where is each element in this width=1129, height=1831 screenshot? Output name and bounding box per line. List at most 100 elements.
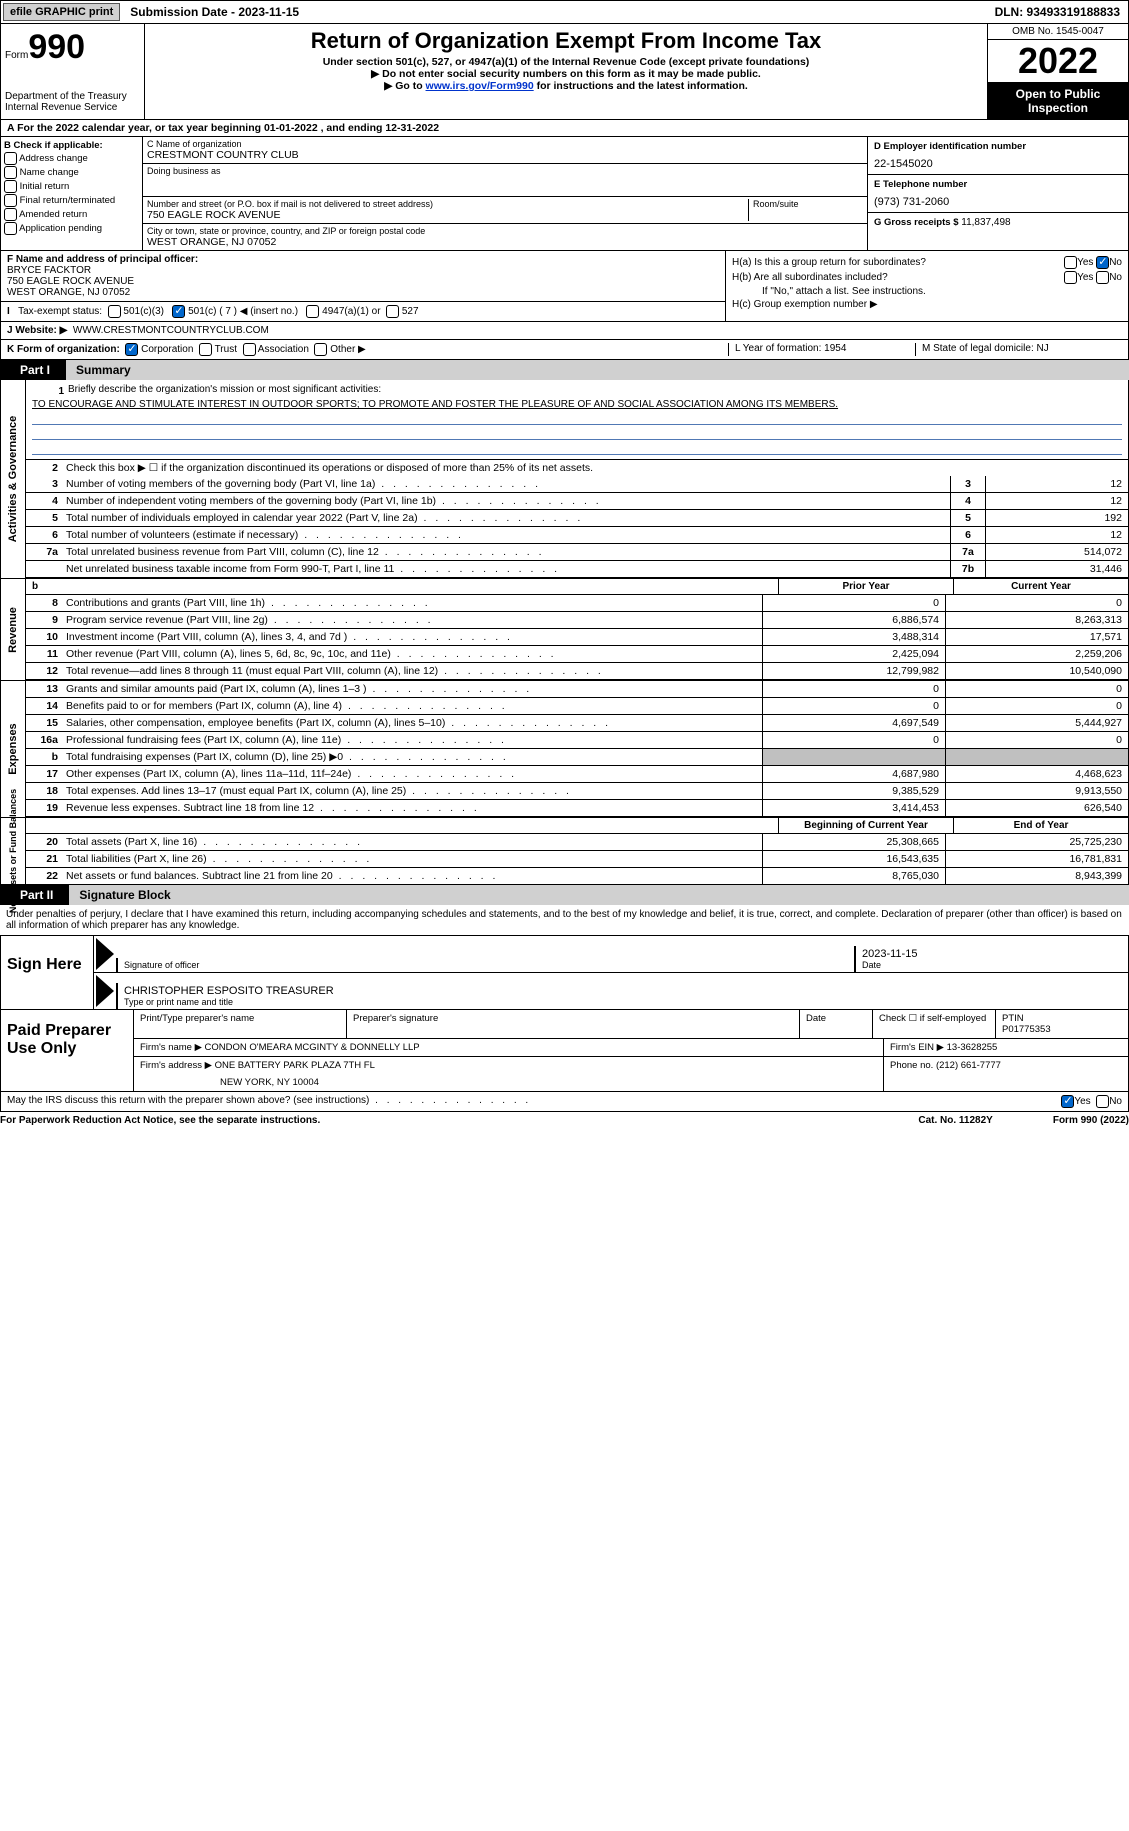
summary-line: 10Investment income (Part VIII, column (… <box>26 629 1128 646</box>
summary-line: 15Salaries, other compensation, employee… <box>26 715 1128 732</box>
summary-line: bTotal fundraising expenses (Part IX, co… <box>26 749 1128 766</box>
summary-line: 5Total number of individuals employed in… <box>26 510 1128 527</box>
tab-revenue: Revenue <box>1 579 26 680</box>
arrow-icon <box>96 975 114 1007</box>
irs-link[interactable]: www.irs.gov/Form990 <box>426 80 534 92</box>
section-deg: D Employer identification number 22-1545… <box>867 137 1128 250</box>
gross-receipts: 11,837,498 <box>961 217 1010 228</box>
cb-ha-yes[interactable] <box>1064 256 1077 269</box>
cb-assoc[interactable] <box>243 343 256 356</box>
website-row: J Website: ▶ WWW.CRESTMONTCOUNTRYCLUB.CO… <box>0 322 1129 340</box>
instr-goto: ▶ Go to www.irs.gov/Form990 for instruct… <box>155 80 977 92</box>
summary-line: 19Revenue less expenses. Subtract line 1… <box>26 800 1128 817</box>
section-h: H(a) Is this a group return for subordin… <box>726 251 1128 321</box>
summary-line: Net unrelated business taxable income fr… <box>26 561 1128 578</box>
top-bar: efile GRAPHIC print Submission Date - 20… <box>0 0 1129 24</box>
cb-other[interactable] <box>314 343 327 356</box>
perjury-declaration: Under penalties of perjury, I declare th… <box>0 905 1129 935</box>
signature-date: 2023-11-15 Date <box>854 946 1128 972</box>
summary-line: 21Total liabilities (Part X, line 26)16,… <box>26 851 1128 868</box>
firm-address: ONE BATTERY PARK PLAZA 7TH FL <box>215 1060 375 1071</box>
cb-ha-no[interactable] <box>1096 256 1109 269</box>
dln: DLN: 93493319188833 <box>995 5 1128 19</box>
cb-4947[interactable] <box>306 305 319 318</box>
col-beginning-year: Beginning of Current Year <box>779 818 954 833</box>
signature-officer: Signature of officer <box>116 958 854 972</box>
tab-net-assets: Net Assets or Fund Balances <box>1 818 26 884</box>
part-2-header: Part II Signature Block <box>0 885 1129 905</box>
officer-print-name: CHRISTOPHER ESPOSITO TREASURER <box>124 985 1122 997</box>
sign-here-block: Sign Here Signature of officer 2023-11-1… <box>0 935 1129 1010</box>
cb-corp[interactable] <box>125 343 138 356</box>
cb-amended[interactable] <box>4 208 17 221</box>
tax-exempt-status: I Tax-exempt status: 501(c)(3) 501(c) ( … <box>1 301 725 321</box>
website-url: WWW.CRESTMONTCOUNTRYCLUB.COM <box>73 325 269 336</box>
arrow-icon <box>96 938 114 970</box>
section-c: C Name of organization CRESTMONT COUNTRY… <box>143 137 867 250</box>
summary-line: 9Program service revenue (Part VIII, lin… <box>26 612 1128 629</box>
summary-line: 3Number of voting members of the governi… <box>26 476 1128 493</box>
submission-date: Submission Date - 2023-11-15 <box>122 5 299 19</box>
cb-address-change[interactable] <box>4 152 17 165</box>
form-label: Form <box>5 50 28 61</box>
summary-line: 20Total assets (Part X, line 16)25,308,6… <box>26 834 1128 851</box>
line-a-calendar-year: A For the 2022 calendar year, or tax yea… <box>0 120 1129 137</box>
org-name: CRESTMONT COUNTRY CLUB <box>147 149 863 161</box>
summary-line: 17Other expenses (Part IX, column (A), l… <box>26 766 1128 783</box>
section-b: B Check if applicable: Address change Na… <box>1 137 143 250</box>
cb-final-return[interactable] <box>4 194 17 207</box>
tax-year: 2022 <box>988 40 1128 83</box>
col-current-year: Current Year <box>954 579 1128 594</box>
cb-hb-no[interactable] <box>1096 271 1109 284</box>
cb-501c[interactable] <box>172 305 185 318</box>
cb-hb-yes[interactable] <box>1064 271 1077 284</box>
efile-print-button[interactable]: efile GRAPHIC print <box>3 3 120 21</box>
line-l: L Year of formation: 1954 <box>728 343 915 356</box>
summary-line: 7aTotal unrelated business revenue from … <box>26 544 1128 561</box>
footer: For Paperwork Reduction Act Notice, see … <box>0 1112 1129 1129</box>
instr-no-ssn: ▶ Do not enter social security numbers o… <box>155 68 977 80</box>
summary-line: 11Other revenue (Part VIII, column (A), … <box>26 646 1128 663</box>
ein: 22-1545020 <box>874 158 1122 170</box>
part-1-header: Part I Summary <box>0 360 1129 380</box>
cb-discuss-yes[interactable] <box>1061 1095 1074 1108</box>
dept-treasury: Department of the Treasury <box>5 91 140 102</box>
form-subtitle: Under section 501(c), 527, or 4947(a)(1)… <box>155 56 977 68</box>
line-2: Check this box ▶ ☐ if the organization d… <box>62 460 1128 476</box>
firm-ein: 13-3628255 <box>947 1042 998 1053</box>
open-to-public: Open to Public Inspection <box>988 83 1128 119</box>
summary-line: 8Contributions and grants (Part VIII, li… <box>26 595 1128 612</box>
phone: (973) 731-2060 <box>874 196 1122 208</box>
ptin: P01775353 <box>1002 1024 1051 1035</box>
summary-line: 13Grants and similar amounts paid (Part … <box>26 681 1128 698</box>
org-address: 750 EAGLE ROCK AVENUE <box>147 209 748 221</box>
cb-527[interactable] <box>386 305 399 318</box>
cb-501c3[interactable] <box>108 305 121 318</box>
cb-initial-return[interactable] <box>4 180 17 193</box>
cb-trust[interactable] <box>199 343 212 356</box>
form-header: Form990 Department of the Treasury Inter… <box>0 24 1129 120</box>
summary-line: 16aProfessional fundraising fees (Part I… <box>26 732 1128 749</box>
line-k: K Form of organization: Corporation Trus… <box>7 343 728 356</box>
summary-line: 18Total expenses. Add lines 13–17 (must … <box>26 783 1128 800</box>
omb-number: OMB No. 1545-0047 <box>988 24 1128 40</box>
cb-name-change[interactable] <box>4 166 17 179</box>
officer-name: BRYCE FACKTOR <box>7 265 719 276</box>
line-m: M State of legal domicile: NJ <box>915 343 1122 356</box>
cb-app-pending[interactable] <box>4 222 17 235</box>
firm-phone: Phone no. (212) 661-7777 <box>884 1057 1128 1091</box>
summary-line: 22Net assets or fund balances. Subtract … <box>26 868 1128 884</box>
form-title: Return of Organization Exempt From Incom… <box>155 28 977 54</box>
tab-governance: Activities & Governance <box>1 380 26 578</box>
discuss-row: May the IRS discuss this return with the… <box>0 1092 1129 1112</box>
cb-discuss-no[interactable] <box>1096 1095 1109 1108</box>
firm-name: CONDON O'MEARA MCGINTY & DONNELLY LLP <box>205 1042 420 1053</box>
org-city: WEST ORANGE, NJ 07052 <box>147 236 863 248</box>
summary-line: 14Benefits paid to or for members (Part … <box>26 698 1128 715</box>
mission-text: TO ENCOURAGE AND STIMULATE INTEREST IN O… <box>32 399 1122 410</box>
paid-preparer-block: Paid Preparer Use Only Print/Type prepar… <box>0 1010 1129 1092</box>
irs-label: Internal Revenue Service <box>5 102 140 113</box>
section-f: F Name and address of principal officer:… <box>1 251 725 301</box>
col-prior-year: Prior Year <box>779 579 954 594</box>
summary-line: 4Number of independent voting members of… <box>26 493 1128 510</box>
